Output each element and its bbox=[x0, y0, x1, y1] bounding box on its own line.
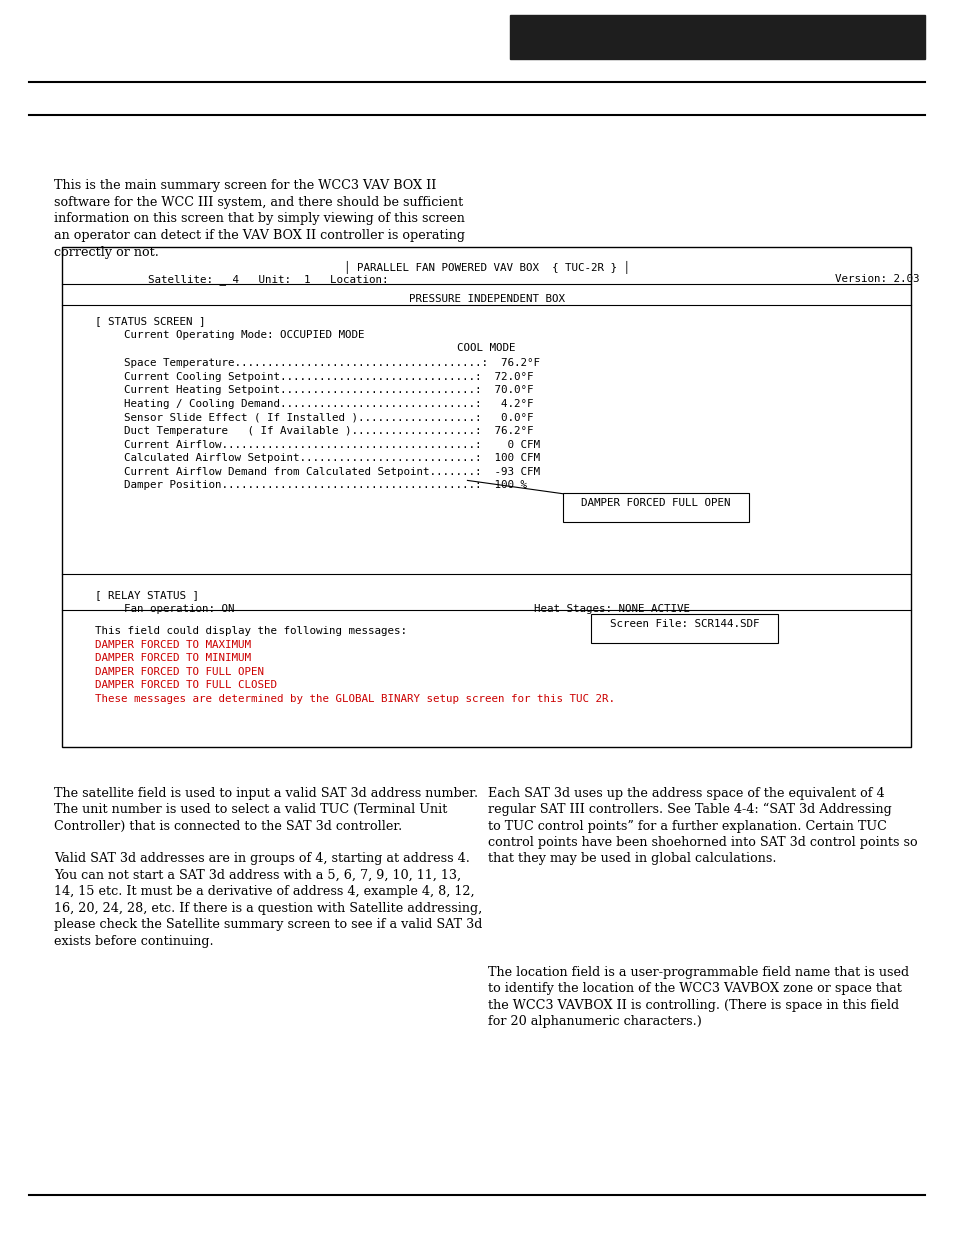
Text: COOL MODE: COOL MODE bbox=[456, 343, 516, 353]
Text: │ PARALLEL FAN POWERED VAV BOX  { TUC-2R } │: │ PARALLEL FAN POWERED VAV BOX { TUC-2R … bbox=[343, 261, 629, 274]
Text: to identify the location of the WCC3 VAVBOX zone or space that: to identify the location of the WCC3 VAV… bbox=[488, 982, 902, 995]
Text: [ STATUS SCREEN ]: [ STATUS SCREEN ] bbox=[95, 316, 206, 326]
Text: information on this screen that by simply viewing of this screen: information on this screen that by simpl… bbox=[54, 212, 465, 226]
Text: to TUC control points” for a further explanation. Certain TUC: to TUC control points” for a further exp… bbox=[488, 820, 886, 832]
Text: Controller) that is connected to the SAT 3d controller.: Controller) that is connected to the SAT… bbox=[54, 820, 402, 832]
Text: DAMPER FORCED FULL OPEN: DAMPER FORCED FULL OPEN bbox=[580, 498, 730, 508]
Bar bbox=[591, 614, 777, 643]
Bar bbox=[510, 15, 924, 59]
Text: Current Operating Mode: OCCUPIED MODE: Current Operating Mode: OCCUPIED MODE bbox=[124, 330, 364, 340]
Text: This field could display the following messages:: This field could display the following m… bbox=[95, 626, 407, 636]
Text: Heating / Cooling Demand..............................:   4.2°F: Heating / Cooling Demand................… bbox=[124, 399, 533, 409]
Text: The satellite field is used to input a valid SAT 3d address number.: The satellite field is used to input a v… bbox=[54, 787, 478, 800]
Text: Screen File: SCR144.SDF: Screen File: SCR144.SDF bbox=[609, 619, 759, 629]
Text: control points have been shoehorned into SAT 3d control points so: control points have been shoehorned into… bbox=[488, 836, 917, 848]
Text: Each SAT 3d uses up the address space of the equivalent of 4: Each SAT 3d uses up the address space of… bbox=[488, 787, 884, 800]
Text: Current Heating Setpoint..............................:  70.0°F: Current Heating Setpoint................… bbox=[124, 385, 533, 395]
Text: 14, 15 etc. It must be a derivative of address 4, example 4, 8, 12,: 14, 15 etc. It must be a derivative of a… bbox=[54, 885, 475, 898]
Text: Current Cooling Setpoint..............................:  72.0°F: Current Cooling Setpoint................… bbox=[124, 372, 533, 382]
Text: Version: 2.03: Version: 2.03 bbox=[834, 274, 919, 284]
Text: Heat Stages: NONE ACTIVE: Heat Stages: NONE ACTIVE bbox=[534, 604, 690, 614]
Text: an operator can detect if the VAV BOX II controller is operating: an operator can detect if the VAV BOX II… bbox=[54, 228, 465, 242]
Text: The location field is a user-programmable field name that is used: The location field is a user-programmabl… bbox=[488, 966, 908, 979]
Bar bbox=[62, 247, 910, 747]
Text: regular SAT III controllers. See Table 4-4: “SAT 3d Addressing: regular SAT III controllers. See Table 4… bbox=[488, 803, 891, 816]
Text: exists before continuing.: exists before continuing. bbox=[54, 935, 213, 947]
Text: please check the Satellite summary screen to see if a valid SAT 3d: please check the Satellite summary scree… bbox=[54, 918, 482, 931]
Text: Current Airflow.......................................:    0 CFM: Current Airflow.........................… bbox=[124, 440, 539, 450]
Text: 16, 20, 24, 28, etc. If there is a question with Satellite addressing,: 16, 20, 24, 28, etc. If there is a quest… bbox=[54, 902, 482, 915]
Text: You can not start a SAT 3d address with a 5, 6, 7, 9, 10, 11, 13,: You can not start a SAT 3d address with … bbox=[54, 868, 461, 882]
Text: that they may be used in global calculations.: that they may be used in global calculat… bbox=[488, 852, 776, 866]
Text: PRESSURE INDEPENDENT BOX: PRESSURE INDEPENDENT BOX bbox=[408, 294, 564, 304]
Text: DAMPER FORCED TO FULL OPEN: DAMPER FORCED TO FULL OPEN bbox=[95, 667, 264, 677]
Text: This is the main summary screen for the WCC3 VAV BOX II: This is the main summary screen for the … bbox=[54, 179, 436, 193]
Text: Damper Position.......................................:  100 %: Damper Position.........................… bbox=[124, 480, 526, 490]
Text: The unit number is used to select a valid TUC (Terminal Unit: The unit number is used to select a vali… bbox=[54, 803, 447, 816]
Text: Valid SAT 3d addresses are in groups of 4, starting at address 4.: Valid SAT 3d addresses are in groups of … bbox=[54, 852, 470, 866]
Text: the WCC3 VAVBOX II is controlling. (There is space in this field: the WCC3 VAVBOX II is controlling. (Ther… bbox=[488, 999, 899, 1011]
Text: DAMPER FORCED TO MAXIMUM: DAMPER FORCED TO MAXIMUM bbox=[95, 640, 252, 650]
Text: Fan operation: ON: Fan operation: ON bbox=[124, 604, 234, 614]
Text: for 20 alphanumeric characters.): for 20 alphanumeric characters.) bbox=[488, 1015, 701, 1028]
Bar bbox=[562, 493, 748, 522]
Text: Sensor Slide Effect ( If Installed )..................:   0.0°F: Sensor Slide Effect ( If Installed )....… bbox=[124, 412, 533, 422]
Text: Duct Temperature   ( If Available )...................:  76.2°F: Duct Temperature ( If Available ).......… bbox=[124, 426, 533, 436]
Text: correctly or not.: correctly or not. bbox=[54, 246, 159, 259]
Text: DAMPER FORCED TO FULL CLOSED: DAMPER FORCED TO FULL CLOSED bbox=[95, 680, 277, 690]
Text: DAMPER FORCED TO MINIMUM: DAMPER FORCED TO MINIMUM bbox=[95, 653, 252, 663]
Text: These messages are determined by the GLOBAL BINARY setup screen for this TUC 2R.: These messages are determined by the GLO… bbox=[95, 694, 615, 704]
Text: Space Temperature......................................:  76.2°F: Space Temperature.......................… bbox=[124, 358, 539, 368]
Text: [ RELAY STATUS ]: [ RELAY STATUS ] bbox=[95, 590, 199, 600]
Text: Calculated Airflow Setpoint...........................:  100 CFM: Calculated Airflow Setpoint.............… bbox=[124, 453, 539, 463]
Text: software for the WCC III system, and there should be sufficient: software for the WCC III system, and the… bbox=[54, 195, 463, 209]
Text: Satellite: _ 4   Unit:  1   Location:: Satellite: _ 4 Unit: 1 Location: bbox=[148, 274, 388, 285]
Text: Current Airflow Demand from Calculated Setpoint.......:  -93 CFM: Current Airflow Demand from Calculated S… bbox=[124, 467, 539, 477]
